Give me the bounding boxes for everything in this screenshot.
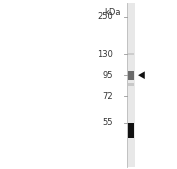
Bar	[127, 3, 135, 167]
Bar	[128, 70, 134, 80]
Text: kDa: kDa	[105, 8, 121, 17]
Text: 55: 55	[103, 118, 113, 127]
Polygon shape	[138, 71, 145, 79]
Text: 130: 130	[97, 50, 113, 59]
Text: 72: 72	[103, 92, 113, 101]
Bar	[128, 53, 134, 55]
Text: 250: 250	[98, 12, 113, 21]
Text: 95: 95	[103, 71, 113, 80]
Bar	[128, 123, 134, 138]
Bar	[128, 83, 134, 86]
